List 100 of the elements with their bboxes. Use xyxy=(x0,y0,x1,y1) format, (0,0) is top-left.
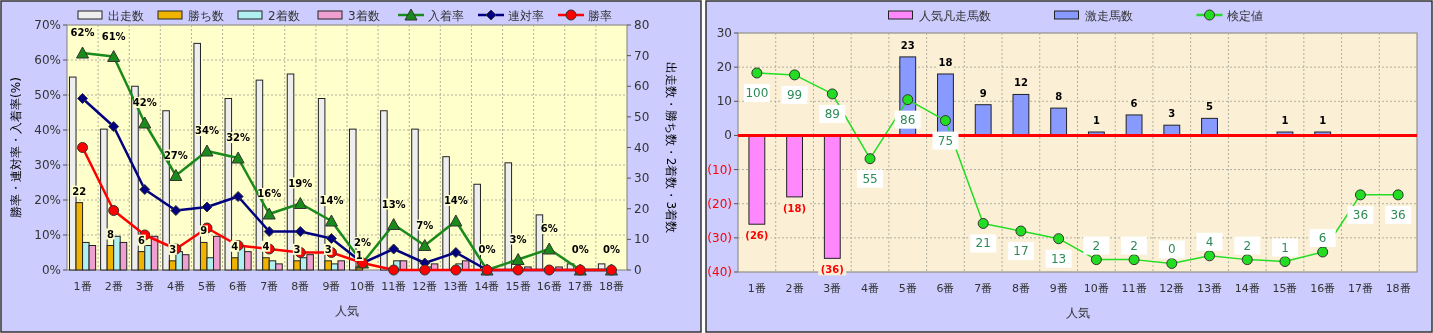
data-label: 4 xyxy=(1205,234,1214,249)
data-label: 3 xyxy=(1168,108,1176,120)
data-label: 2 xyxy=(1130,238,1138,253)
y-axis-title: 勝率・連対率・入着率(%) xyxy=(9,77,23,218)
y-tick-label: 10% xyxy=(34,228,61,242)
x-axis-title: 人気 xyxy=(335,304,359,318)
data-label: 6 xyxy=(1130,97,1138,109)
data-label: 6 xyxy=(1318,231,1327,245)
data-label: 0 xyxy=(1167,242,1176,257)
data-label: 3 xyxy=(293,243,301,255)
data-label: 13 xyxy=(1051,251,1067,266)
data-label: 89 xyxy=(824,106,840,121)
data-label: 14% xyxy=(319,195,344,206)
y-tick-label: (30) xyxy=(707,230,732,245)
x-tick-label: 4番 xyxy=(861,282,880,295)
legend-label: 3着数 xyxy=(348,9,380,23)
x-tick-label: 9番 xyxy=(322,280,341,293)
y-tick-label: 50% xyxy=(34,88,61,102)
y-tick-label: 70% xyxy=(34,18,61,32)
data-label: 1 xyxy=(1281,240,1289,255)
x-tick-label: 16番 xyxy=(1310,282,1336,295)
data-label: 4 xyxy=(262,240,270,252)
x-tick-label: 8番 xyxy=(1011,282,1030,295)
x-tick-label: 13番 xyxy=(443,280,469,293)
data-label: 75 xyxy=(937,133,954,148)
x-tick-label: 5番 xyxy=(198,280,216,293)
data-label: 0% xyxy=(602,244,620,255)
x-tick-label: 14番 xyxy=(1234,282,1260,295)
x-tick-label: 11番 xyxy=(381,280,407,293)
data-label: 86 xyxy=(900,112,916,127)
data-label: 61% xyxy=(101,30,126,42)
data-label: 55 xyxy=(862,171,878,186)
data-label: 12 xyxy=(1013,77,1028,89)
y2-tick-label: 20 xyxy=(634,201,650,216)
data-label: 1 xyxy=(1319,115,1327,127)
data-label: 1 xyxy=(1281,115,1289,127)
x-tick-label: 6番 xyxy=(936,282,955,295)
y2-tick-label: 80 xyxy=(634,18,650,32)
x-tick-label: 15番 xyxy=(505,280,531,293)
y2-tick-label: 60 xyxy=(634,79,650,94)
y-tick-label: 10 xyxy=(716,94,732,109)
x-tick-label: 11番 xyxy=(1121,282,1147,295)
y-tick-label: 30 xyxy=(716,26,732,40)
data-label: 3 xyxy=(169,243,177,255)
y2-axis-title: 出走数・勝ち数・2着数・3着数 xyxy=(664,61,678,234)
data-label: 17 xyxy=(1013,244,1029,259)
y-tick-label: 20% xyxy=(34,193,61,207)
data-label: 21 xyxy=(975,236,991,251)
x-tick-label: 12番 xyxy=(412,280,438,293)
legend-label: 出走数 xyxy=(108,9,144,23)
y2-tick-label: 40 xyxy=(634,140,650,155)
y2-tick-label: 70 xyxy=(634,48,650,63)
data-label: 1 xyxy=(355,249,363,261)
data-label: 2% xyxy=(354,237,372,248)
data-label: 14% xyxy=(443,195,468,206)
legend-label: 勝率 xyxy=(588,9,612,23)
x-axis-title: 人気 xyxy=(1065,306,1090,320)
data-label: 42% xyxy=(132,97,157,108)
data-label: 1 xyxy=(1092,115,1100,127)
x-tick-label: 13番 xyxy=(1197,282,1223,295)
x-tick-label: 3番 xyxy=(823,282,842,295)
x-tick-label: 6番 xyxy=(229,280,248,293)
data-label: 2 xyxy=(1243,238,1252,253)
x-tick-label: 2番 xyxy=(785,282,804,295)
data-label: (18) xyxy=(783,202,807,214)
x-tick-label: 1番 xyxy=(747,282,766,295)
data-label: 27% xyxy=(163,149,188,161)
data-label: 19% xyxy=(288,177,313,189)
data-label: 18 xyxy=(938,56,953,68)
data-label: 0% xyxy=(571,244,589,255)
data-label: 6 xyxy=(138,234,146,246)
x-tick-label: 10番 xyxy=(350,280,376,293)
x-tick-label: 8番 xyxy=(291,280,310,293)
data-label: 36 xyxy=(1390,207,1406,222)
y-tick-label: 20 xyxy=(716,60,732,75)
legend-label: 人気凡走馬数 xyxy=(918,9,991,23)
data-label: 2 xyxy=(1092,238,1101,253)
x-tick-label: 9番 xyxy=(1049,282,1068,295)
y-tick-label: (20) xyxy=(707,196,732,211)
y-tick-label: (40) xyxy=(707,265,732,279)
x-tick-label: 12番 xyxy=(1159,282,1185,295)
y-tick-label: 40% xyxy=(34,123,61,137)
y-tick-label: 0% xyxy=(41,263,61,277)
data-label: 0% xyxy=(478,244,496,255)
data-label: 23 xyxy=(900,39,915,51)
y2-tick-label: 10 xyxy=(634,232,650,247)
data-label: 22 xyxy=(72,185,87,197)
legend-label: 勝ち数 xyxy=(188,9,224,23)
y2-tick-label: 30 xyxy=(634,171,650,186)
x-tick-label: 17番 xyxy=(1347,282,1373,295)
y-tick-label: (10) xyxy=(707,162,732,177)
data-label: (26) xyxy=(745,230,769,242)
data-label: 62% xyxy=(70,27,95,38)
legend-label: 2着数 xyxy=(268,9,300,23)
x-tick-label: 1番 xyxy=(73,280,92,293)
data-label: 36 xyxy=(1352,207,1369,222)
data-label: 4 xyxy=(231,240,239,252)
x-tick-label: 16番 xyxy=(536,280,562,293)
y-tick-label: 60% xyxy=(34,53,61,67)
data-label: 8 xyxy=(106,228,114,240)
